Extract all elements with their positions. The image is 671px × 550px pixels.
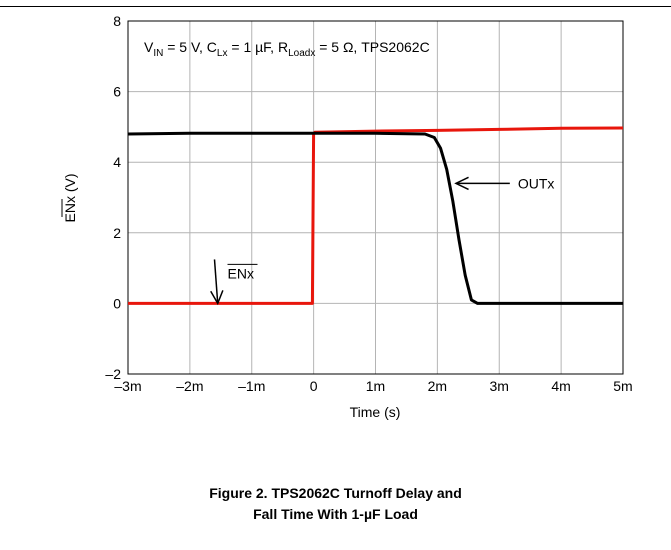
y-tick-label: 2 — [113, 225, 121, 241]
annotation-arrowhead — [210, 290, 224, 306]
y-tick-label: 8 — [113, 13, 121, 29]
x-axis-title: Time (s) — [350, 404, 401, 420]
annotation-arrow-line — [213, 259, 219, 304]
tick-labels: –3m –2m –1m 0 1m 2m 3m 4m 5m –2 0 2 4 6 8 — [105, 13, 632, 394]
series-layer — [127, 126, 624, 305]
y-tick-label: –2 — [105, 366, 121, 382]
y-tick-label: 0 — [113, 295, 121, 311]
x-tick-label: 1m — [366, 378, 385, 394]
grid — [128, 21, 623, 374]
x-tick-label: 4m — [551, 378, 570, 394]
annotation-enx: ENx — [210, 259, 258, 306]
x-tick-label: 0 — [310, 378, 318, 394]
chart: –3m –2m –1m 0 1m 2m 3m 4m 5m –2 0 2 4 6 8 VIN = 5 V, C… — [61, 13, 633, 420]
x-tick-label: –3m — [114, 378, 141, 394]
y-tick-label: 4 — [113, 154, 121, 170]
y-axis-title-group: ENx (V) — [61, 174, 78, 223]
x-tick-label: 3m — [490, 378, 509, 394]
series-line-outx — [127, 131, 623, 305]
figure-caption: Figure 2. TPS2062C Turnoff Delay and Fal… — [0, 483, 671, 525]
x-tick-label: –1m — [238, 378, 265, 394]
top-rule — [0, 6, 671, 7]
conditions-annotation: VIN = 5 V, CLx = 1 µF, RLoadx = 5 Ω, TPS… — [144, 39, 430, 59]
plot-frame — [127, 20, 624, 375]
annotations: OUTx ENx — [210, 175, 555, 306]
x-tick-label: 2m — [428, 378, 447, 394]
x-tick-label: 5m — [613, 378, 632, 394]
annotation-label: ENx — [228, 265, 254, 281]
annotation-arrowhead — [454, 176, 469, 191]
caption-line-1: Figure 2. TPS2062C Turnoff Delay and — [209, 485, 462, 501]
caption-line-2: Fall Time With 1-µF Load — [253, 506, 418, 522]
y-axis-title: ENx (V) — [62, 174, 78, 223]
annotation-outx: OUTx — [454, 175, 555, 191]
y-tick-label: 6 — [113, 84, 121, 100]
annotation-label: OUTx — [518, 175, 555, 191]
x-tick-label: –2m — [176, 378, 203, 394]
